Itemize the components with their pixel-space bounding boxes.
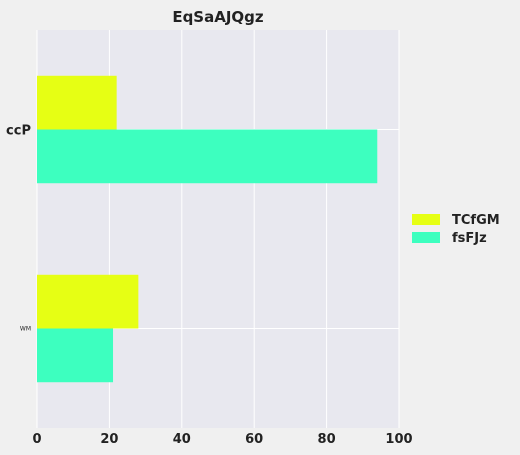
bar-TCfGM-WM — [37, 274, 139, 329]
legend-swatch — [412, 232, 440, 243]
bar-fsFJz-WM — [37, 328, 114, 383]
x-tick-label: 60 — [245, 432, 263, 447]
x-tick-label: 0 — [32, 432, 41, 447]
y-tick-label: ccP — [6, 124, 31, 139]
legend-label: fsFJz — [452, 231, 487, 246]
x-tick-labels: 0 20 40 60 80 100 — [32, 432, 412, 447]
x-tick-label: 40 — [173, 432, 191, 447]
legend-label: TCfGM — [452, 213, 500, 228]
bar-TCfGM-ccP — [37, 75, 117, 130]
x-tick-label: 100 — [385, 432, 412, 447]
x-tick-label: 20 — [100, 432, 118, 447]
bars — [37, 75, 378, 383]
y-tick-label: WM — [20, 326, 31, 333]
y-tick-labels: ccP WM — [6, 124, 31, 333]
legend: TCfGM fsFJz — [412, 213, 500, 246]
bar-fsFJz-ccP — [37, 129, 378, 184]
legend-swatch — [412, 214, 440, 225]
x-tick-label: 80 — [318, 432, 336, 447]
chart-title: EqSaAJQgz — [172, 8, 264, 26]
